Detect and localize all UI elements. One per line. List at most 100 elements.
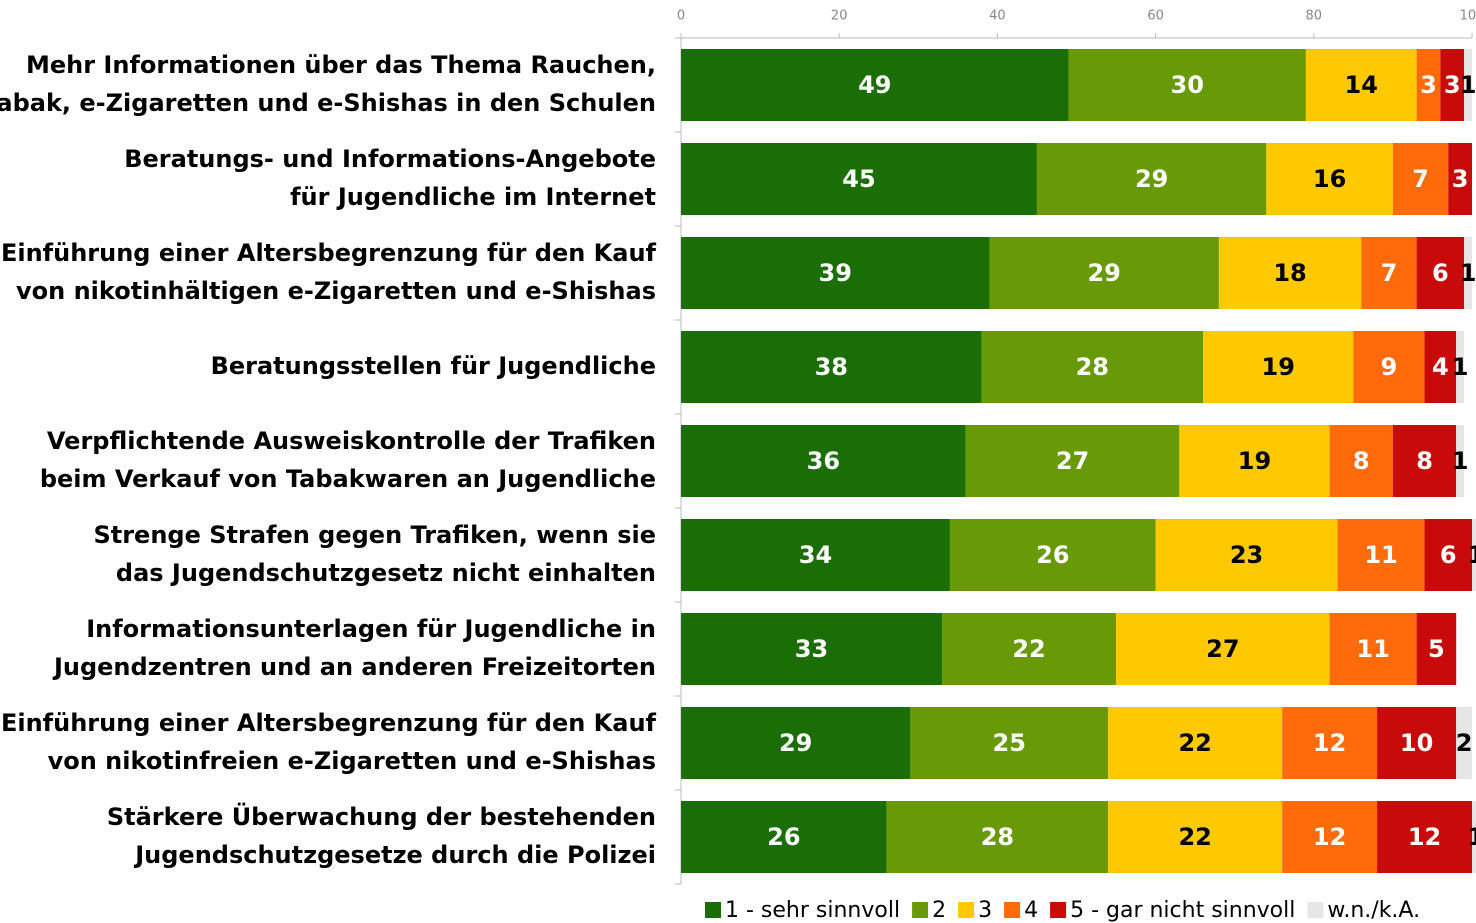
bar-segment (1456, 425, 1465, 497)
legend-swatch (1004, 902, 1021, 918)
bar-segment (681, 237, 990, 309)
category-label: beim Verkauf von Tabakwaren an Jugendlic… (40, 465, 656, 493)
value-label: 5 (1428, 635, 1445, 663)
category-label: Tabak, e-Zigaretten und e-Shishas in den… (0, 89, 656, 117)
value-label: 4 (1432, 353, 1449, 381)
bar-segment (1155, 519, 1338, 591)
value-label: 25 (993, 729, 1026, 757)
bar-segment (910, 707, 1109, 779)
legend-label: 3 (978, 898, 992, 923)
category-label: Beratungsstellen für Jugendliche (211, 352, 656, 380)
legend-swatch (912, 902, 929, 918)
bar-segment (1329, 425, 1393, 497)
legend-label: 4 (1024, 898, 1038, 923)
bar-segment (1353, 331, 1425, 403)
category-label: das Jugendschutzgesetz nicht einhalten (116, 559, 656, 587)
category-label: Mehr Informationen über das Thema Rauche… (26, 51, 656, 79)
bar-segment (1179, 425, 1330, 497)
bar-segment (681, 801, 887, 873)
bar-segment (1456, 331, 1465, 403)
legend-label: 2 (932, 898, 946, 923)
value-label: 6 (1440, 541, 1457, 569)
value-label: 1 (1452, 353, 1469, 381)
value-label: 8 (1416, 447, 1433, 475)
legend-label: 1 - sehr sinnvoll (725, 898, 900, 923)
value-label: 36 (807, 447, 840, 475)
x-tick-label: 60 (1147, 9, 1164, 24)
bar-segment (1337, 519, 1425, 591)
bar-segment (1472, 519, 1476, 591)
value-label: 12 (1313, 823, 1346, 851)
bar-segment (989, 237, 1219, 309)
bar-segment (1329, 613, 1417, 685)
bar-segment (1440, 49, 1465, 121)
legend-swatch (1307, 902, 1324, 918)
bar-segment (1218, 237, 1362, 309)
bar-segment (1377, 801, 1472, 873)
value-label: 26 (767, 823, 800, 851)
bar-segment (1282, 707, 1378, 779)
value-label: 3 (1452, 165, 1469, 193)
bar-segment (1305, 49, 1417, 121)
bar-segment (681, 49, 1069, 121)
value-label: 19 (1262, 353, 1295, 381)
bar-segment (1266, 143, 1393, 215)
value-label: 1 (1460, 259, 1476, 287)
bar-segment (1108, 707, 1283, 779)
value-label: 29 (779, 729, 812, 757)
value-label: 27 (1206, 635, 1239, 663)
value-label: 38 (815, 353, 848, 381)
bar-segment (1416, 613, 1457, 685)
value-label: 12 (1408, 823, 1441, 851)
value-label: 33 (795, 635, 828, 663)
category-label: von nikotinfreien e-Zigaretten und e-Shi… (48, 747, 656, 775)
value-label: 22 (1178, 823, 1211, 851)
value-label: 12 (1313, 729, 1346, 757)
category-label: von nikotinhältigen e-Zigaretten und e-S… (16, 277, 656, 305)
legend-label: w.n./k.A. (1327, 898, 1420, 923)
value-label: 27 (1056, 447, 1089, 475)
x-tick-label: 0 (677, 9, 685, 24)
value-label: 8 (1353, 447, 1370, 475)
value-label: 1 (1468, 541, 1476, 569)
value-label: 45 (842, 165, 875, 193)
bar-segment (965, 425, 1180, 497)
value-label: 39 (819, 259, 852, 287)
value-label: 7 (1412, 165, 1429, 193)
value-label: 11 (1356, 635, 1389, 663)
value-label: 49 (858, 71, 891, 99)
legend-swatch (705, 902, 721, 918)
bar-segment (1036, 143, 1267, 215)
value-label: 22 (1178, 729, 1211, 757)
value-label: 3 (1420, 71, 1437, 99)
bar-segment (681, 707, 911, 779)
value-label: 28 (1076, 353, 1109, 381)
bar-segment (1377, 707, 1457, 779)
category-label: Strenge Strafen gegen Trafiken, wenn sie (93, 521, 656, 549)
x-tick-label: 100 (1460, 9, 1476, 24)
x-tick-label: 80 (1306, 9, 1323, 24)
legend-swatch (958, 902, 975, 918)
category-label: Informationsunterlagen für Jugendliche i… (86, 615, 656, 643)
value-label: 3 (1444, 71, 1461, 99)
bar-segment (981, 331, 1204, 403)
value-label: 1 (1460, 71, 1476, 99)
bar-segment (942, 613, 1117, 685)
bar-segment (1108, 801, 1283, 873)
value-label: 19 (1238, 447, 1271, 475)
bar-segment (1424, 331, 1457, 403)
category-label: Jugendzentren und an anderen Freizeitort… (52, 653, 656, 681)
bar-segment (1392, 425, 1457, 497)
bar-segment (1416, 49, 1441, 121)
bar-segment (681, 331, 982, 403)
value-label: 6 (1432, 259, 1449, 287)
value-label: 18 (1273, 259, 1306, 287)
value-label: 28 (981, 823, 1014, 851)
category-label: Stärkere Überwachung der bestehenden (107, 801, 656, 831)
value-label: 14 (1345, 71, 1378, 99)
value-label: 29 (1087, 259, 1120, 287)
bar-segment (1448, 143, 1472, 215)
bar-segment (1424, 519, 1472, 591)
legend-label: 5 - gar nicht sinnvoll (1070, 898, 1295, 923)
